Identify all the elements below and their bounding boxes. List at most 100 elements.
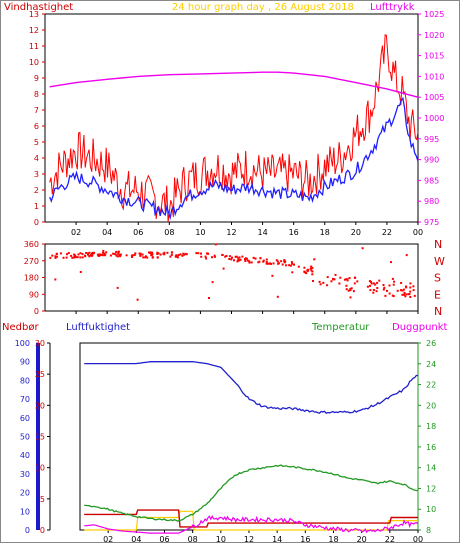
x-tick-label: 18	[328, 535, 338, 543]
direction-point	[259, 257, 262, 260]
direction-point	[400, 282, 403, 284]
direction-point	[267, 262, 270, 265]
pressure-line	[49, 71, 419, 98]
dewpoint-line	[84, 515, 419, 534]
direction-point	[105, 251, 108, 254]
direction-point	[163, 253, 166, 256]
direction-point	[405, 293, 408, 296]
x-tick-label: 14	[272, 535, 282, 543]
direction-point	[345, 278, 348, 281]
temperature-label: Temperatur	[311, 322, 370, 333]
direction-point	[285, 264, 288, 267]
direction-point	[116, 255, 119, 258]
direction-point	[170, 253, 173, 256]
direction-point	[54, 278, 57, 281]
direction-point	[159, 253, 162, 256]
wind-tick-label: 10	[29, 58, 39, 67]
direction-point	[354, 276, 357, 279]
direction-point	[67, 252, 70, 254]
wind-tick-label: 12	[29, 26, 39, 35]
direction-point	[170, 251, 173, 254]
direction-point	[248, 261, 251, 264]
pressure-tick-label: 990	[424, 156, 439, 165]
direction-point	[393, 280, 396, 283]
rain-line	[84, 509, 418, 528]
direction-point	[91, 253, 94, 256]
direction-point	[388, 284, 391, 287]
direction-point	[392, 283, 395, 286]
direction-point	[102, 251, 104, 254]
direction-point	[177, 254, 180, 256]
wind-label: Vindhastighet	[4, 2, 73, 13]
direction-point	[376, 281, 379, 284]
direction-point	[91, 254, 93, 257]
direction-point	[148, 251, 150, 254]
humidity-tick-label: 80	[20, 376, 30, 385]
x-tick-label: 18	[320, 228, 330, 237]
direction-point	[349, 296, 352, 299]
humidity-tick-label: 0	[25, 526, 30, 535]
direction-point	[311, 270, 314, 273]
direction-point	[370, 280, 372, 283]
direction-point	[70, 254, 73, 257]
wind-tick-label: 0	[34, 218, 39, 227]
direction-point	[208, 297, 210, 299]
pressure-tick-label: 985	[424, 176, 439, 185]
direction-point	[101, 254, 104, 257]
direction-point	[213, 254, 216, 257]
wind-pressure-panel: 0123456789101112139759809859909951000100…	[29, 10, 445, 237]
humidity-tick-label: 60	[20, 414, 30, 423]
wind-tick-label: 5	[34, 138, 39, 147]
compass-label: N	[434, 305, 442, 318]
direction-point	[372, 289, 375, 291]
direction-point	[103, 254, 106, 257]
direction-point	[234, 255, 237, 258]
direction-point	[228, 255, 231, 258]
direction-point	[112, 252, 115, 255]
direction-point	[96, 253, 99, 256]
x-tick-label: 00	[413, 228, 423, 237]
direction-tick-label: 90	[29, 290, 39, 299]
direction-point	[372, 291, 375, 294]
direction-point	[403, 293, 406, 296]
direction-point	[51, 254, 54, 257]
direction-point	[214, 243, 217, 246]
rain-tick-label: 10	[35, 464, 45, 473]
direction-point	[109, 254, 112, 257]
direction-point	[297, 265, 300, 268]
x-tick-label: 08	[164, 228, 174, 237]
direction-point	[412, 289, 415, 292]
direction-point	[382, 288, 385, 291]
direction-point	[136, 298, 139, 301]
direction-point	[87, 252, 90, 255]
direction-point	[356, 280, 359, 283]
direction-point	[59, 252, 62, 255]
direction-point	[113, 252, 116, 255]
x-tick-label: 02	[71, 228, 81, 237]
x-tick-label: 22	[385, 535, 395, 543]
direction-point	[151, 256, 154, 259]
temperature-tick-label: 16	[426, 443, 436, 452]
direction-point	[84, 254, 86, 257]
climate-plot-area	[79, 342, 419, 531]
chart-title: 24 hour graph day , 26 August 2018	[172, 2, 354, 13]
humidity-label: Luftfuktighet	[66, 322, 130, 333]
wind-tick-label: 11	[29, 42, 39, 51]
direction-point	[156, 253, 159, 255]
direction-point	[139, 254, 142, 257]
direction-point	[326, 276, 329, 279]
direction-point	[246, 259, 249, 262]
wind-tick-label: 9	[34, 74, 39, 83]
wind-tick-label: 13	[29, 10, 39, 19]
x-tick-label: 20	[357, 535, 367, 543]
direction-point	[103, 252, 106, 255]
direction-point	[238, 256, 241, 259]
wind-gust-line	[49, 34, 419, 223]
direction-point	[145, 255, 147, 258]
direction-point	[146, 256, 149, 259]
direction-point	[200, 252, 202, 255]
direction-point	[179, 253, 182, 256]
pressure-label: Lufttrykk	[370, 2, 415, 13]
direction-point	[318, 280, 321, 283]
